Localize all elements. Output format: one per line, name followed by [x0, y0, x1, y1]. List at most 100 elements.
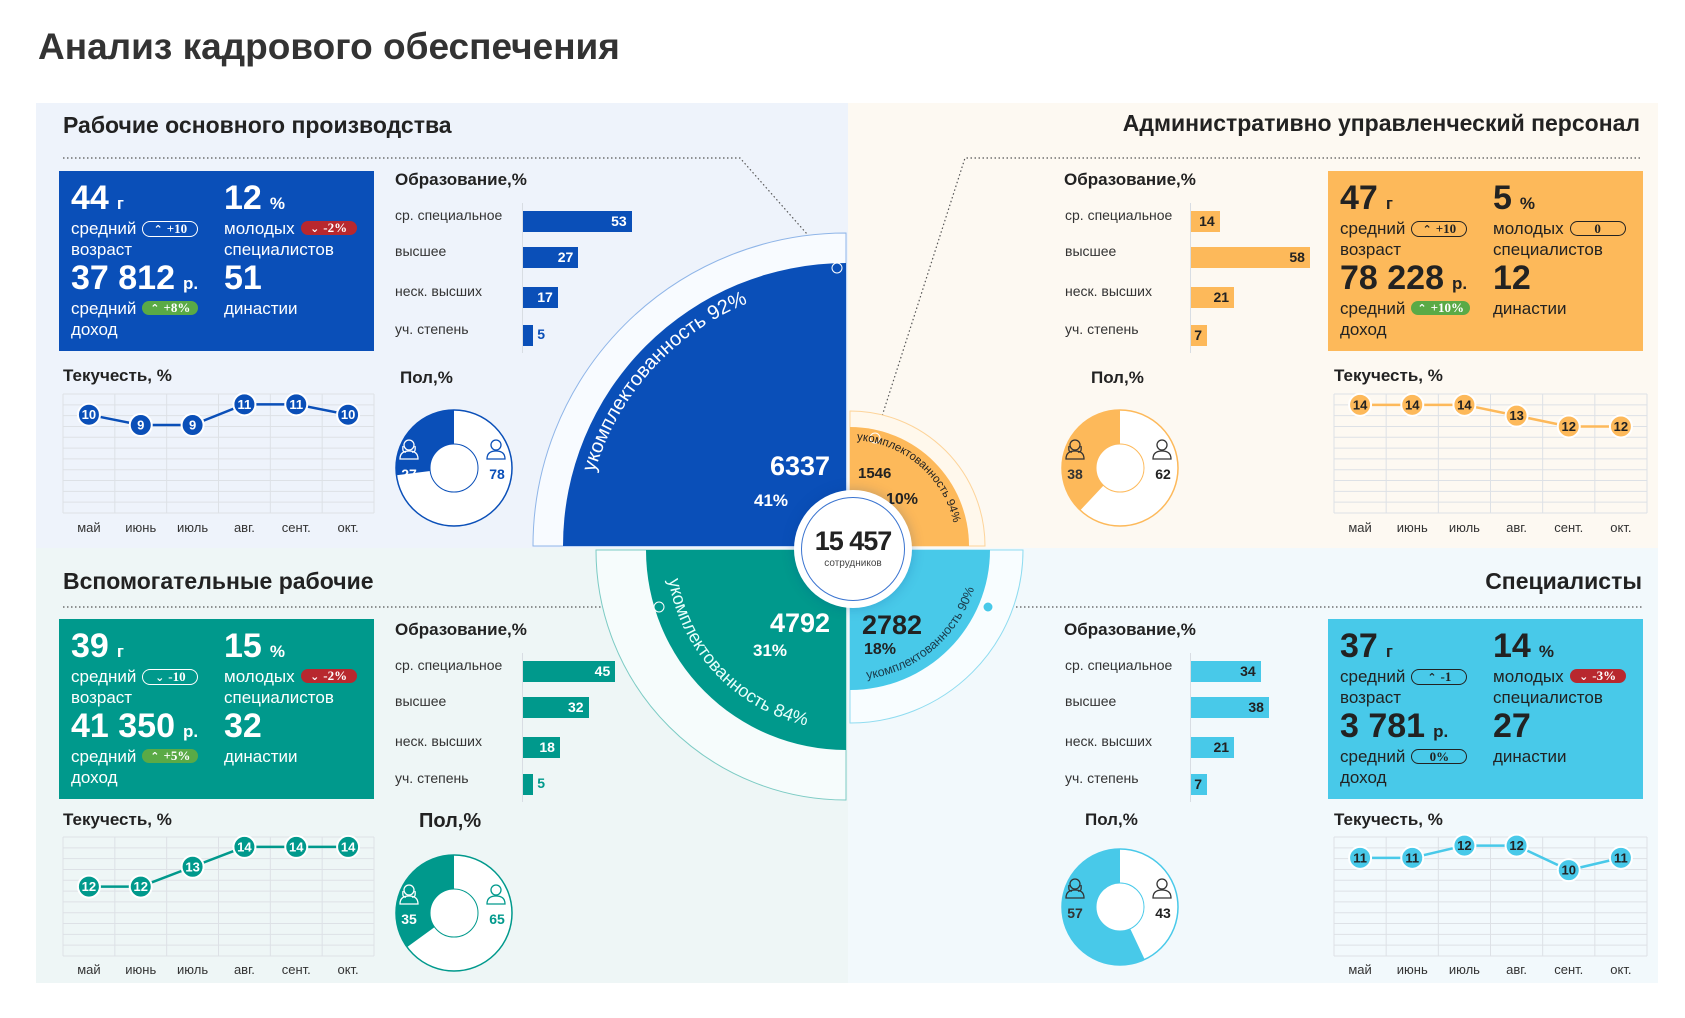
- turnover-point: [1452, 833, 1477, 858]
- female-percent: 38: [1067, 466, 1083, 482]
- income-number: 37 812: [71, 259, 175, 297]
- age-label: средний ⌄ -10: [71, 668, 199, 686]
- month-label: авг.: [233, 962, 255, 977]
- month-label: сент.: [281, 520, 311, 535]
- age-label-line2: возраст: [1340, 688, 1402, 707]
- month-label: сент.: [1554, 962, 1584, 977]
- month-label: окт.: [337, 962, 359, 977]
- young-delta-text: -2%: [323, 220, 348, 235]
- income-number: 78 228: [1340, 259, 1444, 297]
- age-value: 44 г: [71, 181, 124, 217]
- turnover-title: Текучесть, %: [1334, 810, 1443, 829]
- donut-hole: [1095, 882, 1145, 932]
- turnover-value: 12: [1562, 419, 1576, 434]
- education-bar: 27: [523, 247, 579, 268]
- age-delta-badge: ⌃ +10: [1411, 221, 1468, 237]
- kpi-card: 44 г средний ⌃ +10 возраст 12% молодых ⌄ -2% специ…: [59, 171, 374, 351]
- education-bar: 7: [1191, 774, 1207, 795]
- young-delta-text: -2%: [323, 668, 348, 683]
- education-value: 18: [539, 739, 555, 755]
- income-value: 78 228 р.: [1340, 261, 1467, 297]
- kpi-card: 37 г средний ⌃ -1 возраст 14% молодых ⌄ -3% специа…: [1328, 619, 1643, 799]
- page-title: Анализ кадрового обеспечения: [38, 26, 620, 67]
- admin-share: 10%: [886, 491, 918, 508]
- young-number: 12: [224, 179, 262, 217]
- income-value: 41 350 р.: [71, 709, 198, 745]
- section-title: Специалисты: [1485, 568, 1642, 594]
- education-value: 7: [1194, 776, 1202, 792]
- age-unit: г: [1385, 194, 1393, 213]
- turnover-value: 12: [1614, 419, 1628, 434]
- age-delta-badge: ⌃ -1: [1411, 669, 1468, 685]
- age-delta-badge: ⌄ -10: [142, 669, 199, 685]
- age-delta-text: -1: [1440, 669, 1452, 684]
- education-label: неск. высших: [1065, 733, 1152, 749]
- young-value: 14%: [1493, 629, 1554, 665]
- education-value: 21: [1213, 739, 1230, 755]
- male-icon: [486, 884, 506, 905]
- female-icon: [1065, 878, 1085, 899]
- age-value: 39 г: [71, 629, 124, 665]
- turnover-point: [1504, 833, 1529, 858]
- month-label: окт.: [1610, 520, 1632, 535]
- dynasties-value: 27: [1493, 709, 1531, 745]
- education-value: 34: [1240, 663, 1256, 679]
- education-value: 21: [1213, 289, 1230, 305]
- education-bar: 34: [1191, 661, 1261, 682]
- arrow-up-icon: ⌃: [1417, 302, 1427, 315]
- young-delta-badge: ⌄ -3%: [1569, 669, 1626, 683]
- main-share: 41%: [754, 491, 788, 510]
- education-value: 14: [1199, 213, 1215, 229]
- turnover-value: 9: [137, 418, 144, 433]
- turnover-title: Текучесть, %: [63, 810, 172, 829]
- gender-donut: 35 65: [395, 854, 513, 972]
- spec-share: 18%: [864, 641, 896, 658]
- education-value: 5: [537, 775, 546, 791]
- turnover-point: [1504, 403, 1529, 428]
- turnover-point: [1400, 392, 1425, 417]
- income-number: 41 350: [71, 707, 175, 745]
- education-title: Образование,%: [395, 620, 527, 639]
- turnover-chart: 10 9 9 11 11 10: [62, 392, 375, 514]
- dynasties-number: 51: [224, 259, 262, 297]
- young-delta-badge: ⌄ -2%: [300, 220, 357, 235]
- age-unit: г: [116, 642, 124, 661]
- education-value: 5: [537, 326, 546, 342]
- education-axis: [1190, 203, 1191, 353]
- arrow-down-icon: ⌄: [310, 222, 320, 235]
- education-label: ср. специальное: [1065, 207, 1173, 223]
- turnover-point: [1348, 845, 1373, 870]
- dynasties-label-line1: династии: [224, 299, 298, 318]
- section-title: Вспомогательные рабочие: [63, 568, 374, 594]
- income-label-line1: средний: [1340, 299, 1406, 318]
- young-label-line2: специалистов: [224, 688, 334, 707]
- age-delta-text: -10: [168, 669, 186, 684]
- income-label-line1: средний: [1340, 747, 1406, 766]
- total-label: сотрудников: [824, 558, 882, 569]
- donut-hole: [429, 888, 479, 938]
- total-circle-ring: [801, 497, 905, 601]
- income-label-line2: доход: [71, 768, 118, 787]
- month-label: май: [77, 962, 101, 977]
- young-delta-badge: ⌄ -2%: [300, 668, 357, 683]
- young-label-line2: специалистов: [1493, 688, 1603, 707]
- young-unit: %: [269, 642, 285, 661]
- age-number: 44: [71, 179, 109, 217]
- turnover-point: [180, 413, 205, 438]
- turnover-point: [284, 834, 309, 859]
- turnover-point: [1608, 845, 1633, 870]
- dynasties-label: династии: [224, 300, 298, 318]
- education-axis: [522, 203, 523, 353]
- education-label: уч. степень: [395, 770, 469, 786]
- total-employees: 15 457: [814, 526, 893, 556]
- main-connector-line: [63, 157, 838, 269]
- education-value: 7: [1194, 327, 1202, 343]
- arrow-down-icon: ⌄: [155, 671, 165, 684]
- education-label: высшее: [1065, 693, 1117, 709]
- education-label: высшее: [395, 243, 447, 259]
- young-label: молодых ⌄ -2%: [224, 668, 357, 686]
- female-percent: 27: [401, 466, 417, 482]
- male-icon: [1152, 878, 1172, 899]
- income-value: 37 812 р.: [71, 261, 198, 297]
